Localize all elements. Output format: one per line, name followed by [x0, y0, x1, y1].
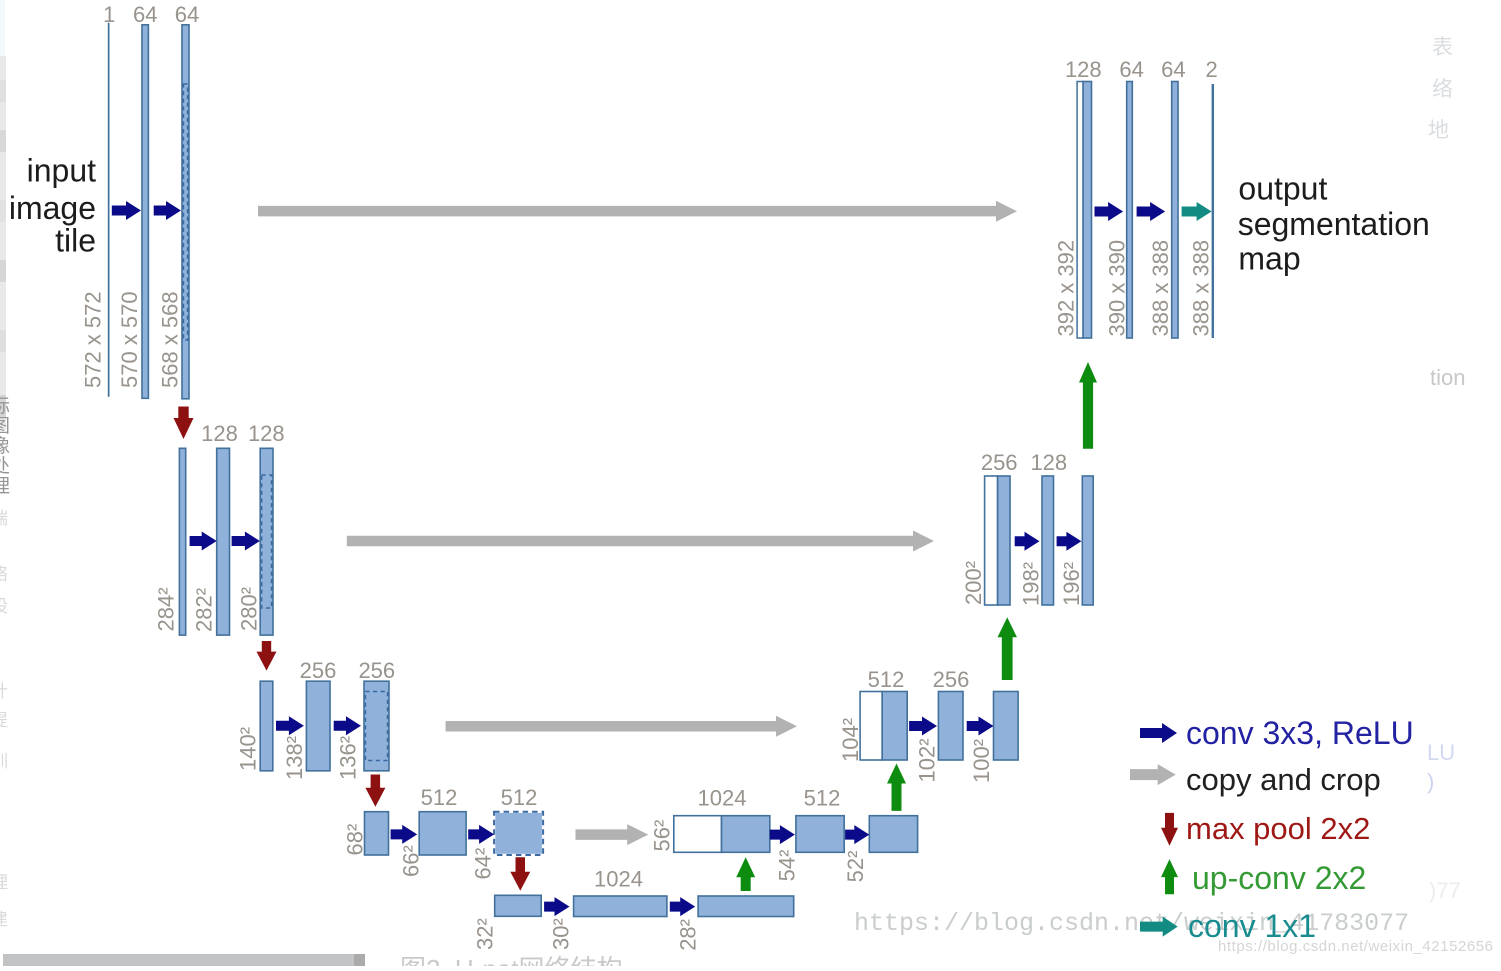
svg-text:388 x 388: 388 x 388: [1148, 240, 1173, 337]
svg-text:256: 256: [933, 667, 970, 692]
svg-text:地: 地: [1428, 119, 1449, 142]
svg-text:282²: 282²: [192, 588, 217, 632]
svg-text:up-conv 2x2: up-conv 2x2: [1192, 860, 1366, 896]
svg-text:128: 128: [1065, 57, 1102, 82]
svg-text:568 x 568: 568 x 568: [157, 291, 182, 388]
svg-text:1024: 1024: [594, 867, 643, 892]
svg-text:https://blog.csdn.net/weixin_4: https://blog.csdn.net/weixin_41783077: [854, 909, 1409, 938]
svg-text:conv 1x1: conv 1x1: [1188, 908, 1316, 944]
svg-text:output: output: [1238, 171, 1327, 207]
svg-text:训: 训: [0, 752, 8, 771]
svg-text:54²: 54²: [774, 850, 799, 882]
svg-text:像: 像: [0, 435, 10, 457]
svg-text:32²: 32²: [473, 918, 498, 950]
svg-text:104²: 104²: [838, 718, 863, 762]
svg-text:128: 128: [1030, 450, 1067, 475]
svg-text:52²: 52²: [843, 851, 868, 883]
svg-text:390 x 390: 390 x 390: [1105, 240, 1130, 337]
svg-text:设: 设: [0, 597, 8, 616]
svg-text:max pool 2x2: max pool 2x2: [1186, 811, 1370, 846]
svg-text:256: 256: [358, 658, 395, 683]
svg-text:280²: 280²: [237, 587, 262, 631]
svg-text:tion: tion: [1430, 365, 1465, 390]
svg-text:128: 128: [201, 421, 238, 446]
svg-text:66²: 66²: [399, 845, 424, 877]
svg-text:64: 64: [1119, 57, 1143, 82]
svg-text:138²: 138²: [282, 736, 307, 780]
svg-text:256: 256: [300, 658, 337, 683]
svg-text:572 x 572: 572 x 572: [81, 291, 106, 388]
svg-text:input: input: [27, 153, 97, 189]
svg-text:图2. U-net网络结构: 图2. U-net网络结构: [400, 954, 623, 966]
svg-text:1024: 1024: [698, 785, 747, 810]
svg-text:64²: 64²: [471, 848, 496, 880]
svg-text:提: 提: [0, 711, 8, 730]
svg-text:198²: 198²: [1019, 562, 1044, 606]
svg-text:64: 64: [1161, 57, 1185, 82]
svg-text:2: 2: [1205, 57, 1217, 82]
svg-text:68²: 68²: [343, 824, 368, 856]
svg-text:处: 处: [0, 455, 10, 477]
svg-text:): ): [1427, 769, 1434, 794]
svg-text:络: 络: [0, 565, 8, 584]
svg-text:392 x 392: 392 x 392: [1054, 240, 1079, 337]
svg-text:segmentation: segmentation: [1238, 206, 1430, 242]
svg-text:64: 64: [133, 2, 157, 27]
svg-text:理: 理: [0, 476, 10, 497]
svg-text:512: 512: [501, 785, 538, 810]
svg-text:建: 建: [0, 910, 8, 929]
svg-text:196²: 196²: [1059, 562, 1084, 606]
svg-text:140²: 140²: [236, 727, 261, 771]
svg-text:512: 512: [868, 667, 905, 692]
svg-text:image: image: [9, 190, 96, 226]
svg-text:388 x 388: 388 x 388: [1189, 240, 1214, 337]
svg-text:284²: 284²: [154, 587, 179, 631]
svg-text:tile: tile: [55, 223, 96, 259]
svg-text:30²: 30²: [549, 918, 574, 950]
svg-text:标: 标: [0, 395, 10, 417]
svg-text:map: map: [1238, 241, 1300, 277]
svg-text:端: 端: [0, 509, 8, 528]
svg-text:102²: 102²: [914, 738, 939, 782]
svg-text:络: 络: [1432, 78, 1453, 101]
svg-text:200²: 200²: [961, 561, 986, 605]
svg-text:图: 图: [0, 416, 10, 437]
svg-text:128: 128: [248, 421, 285, 446]
svg-text:136²: 136²: [335, 736, 360, 780]
svg-text:56²: 56²: [650, 820, 675, 852]
svg-text:conv 3x3, ReLU: conv 3x3, ReLU: [1186, 715, 1414, 751]
svg-text:)77: )77: [1429, 878, 1461, 903]
svg-text:28²: 28²: [675, 919, 700, 951]
svg-text:https://blog.csdn.net/weixin_4: https://blog.csdn.net/weixin_42152656: [1218, 938, 1494, 955]
svg-text:100²: 100²: [969, 739, 994, 783]
svg-text:LU: LU: [1427, 740, 1455, 765]
svg-text:256: 256: [981, 450, 1018, 475]
svg-text:copy and crop: copy and crop: [1186, 762, 1381, 797]
svg-text:570 x 570: 570 x 570: [117, 291, 142, 388]
svg-text:1: 1: [103, 2, 115, 27]
svg-text:512: 512: [804, 785, 841, 810]
svg-text:512: 512: [421, 785, 458, 810]
svg-text:计: 计: [0, 682, 8, 701]
svg-text:理: 理: [0, 873, 8, 892]
svg-text:64: 64: [175, 2, 199, 27]
svg-text:表: 表: [1432, 36, 1453, 59]
